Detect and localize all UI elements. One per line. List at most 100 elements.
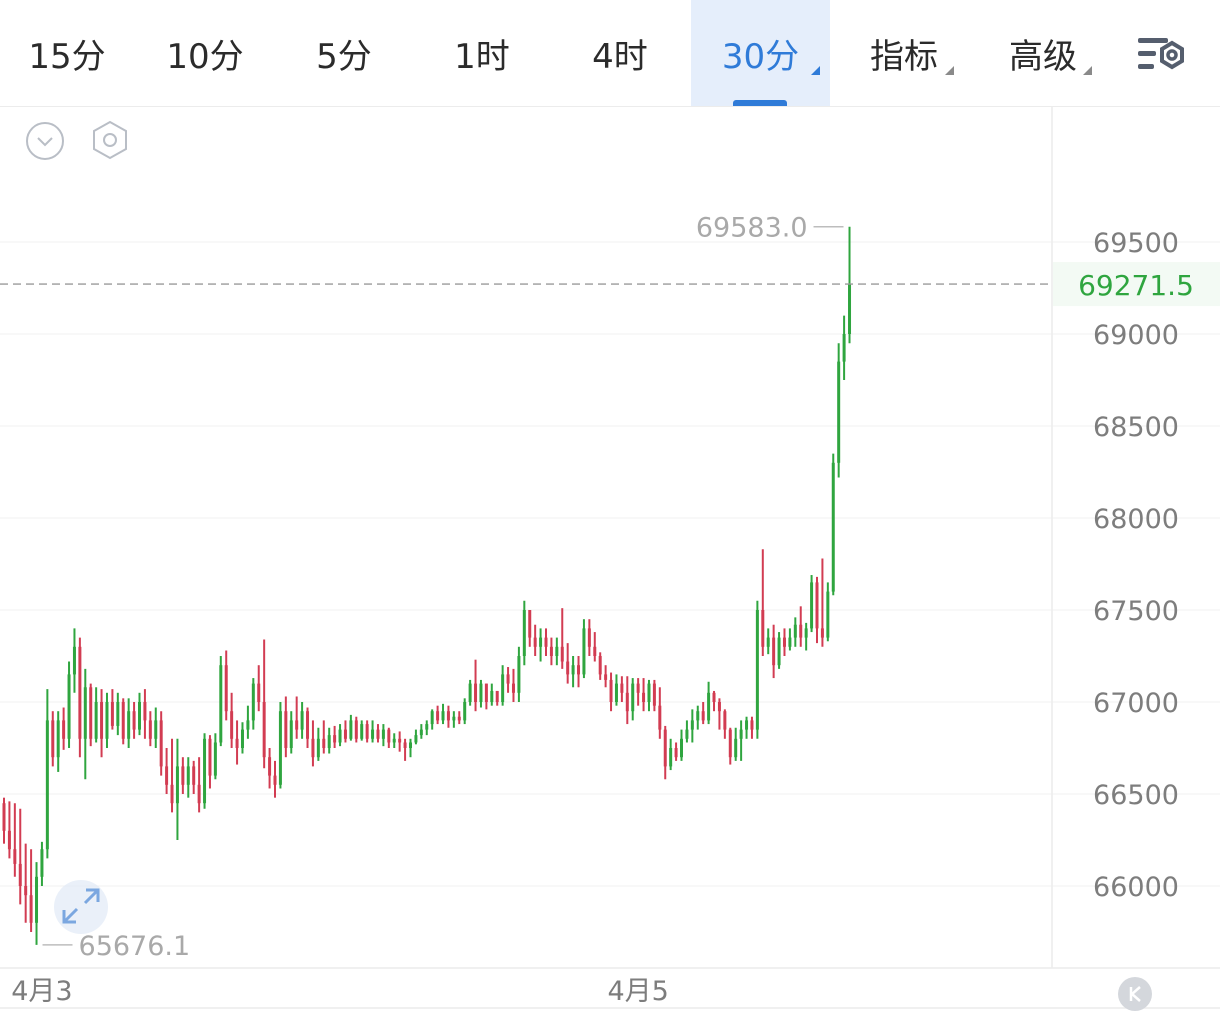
ohlc-bar[interactable] [566, 643, 570, 684]
ohlc-bar[interactable] [582, 619, 586, 679]
ohlc-bar[interactable] [539, 628, 543, 662]
ohlc-bar[interactable] [810, 575, 814, 633]
ohlc-bar[interactable] [165, 748, 169, 794]
ohlc-bar[interactable] [213, 733, 217, 780]
ohlc-bar[interactable] [338, 724, 342, 747]
ohlc-bar[interactable] [333, 725, 337, 748]
ohlc-bar[interactable] [170, 738, 174, 813]
ohlc-bar[interactable] [604, 665, 608, 688]
ohlc-bar[interactable] [690, 709, 694, 743]
tab-5min[interactable]: 5分 [292, 0, 396, 106]
ohlc-bar[interactable] [441, 703, 445, 725]
ohlc-bar[interactable] [127, 698, 131, 748]
ohlc-bar[interactable] [148, 711, 152, 747]
ohlc-bar[interactable] [495, 690, 499, 706]
ohlc-bar[interactable] [620, 676, 624, 702]
ohlc-bar[interactable] [436, 705, 440, 725]
ohlc-bar[interactable] [707, 681, 711, 725]
ohlc-bar[interactable] [246, 705, 250, 739]
ohlc-bar[interactable] [745, 716, 749, 739]
chart-settings-button[interactable] [1132, 30, 1192, 82]
ohlc-bar[interactable] [848, 226, 852, 344]
tab-30min[interactable]: 30分 [691, 0, 830, 106]
ohlc-bar[interactable] [273, 760, 277, 798]
ohlc-bar[interactable] [793, 617, 797, 647]
ohlc-bar[interactable] [56, 711, 60, 772]
ohlc-bar[interactable] [506, 667, 510, 693]
ohlc-bar[interactable] [257, 665, 261, 712]
ohlc-bar[interactable] [837, 343, 841, 478]
ohlc-bar[interactable] [192, 760, 196, 794]
ohlc-bar[interactable] [403, 738, 407, 761]
ohlc-bar[interactable] [300, 702, 304, 739]
ohlc-bar[interactable] [772, 624, 776, 679]
ohlc-bar[interactable] [739, 720, 743, 761]
ohlc-bar[interactable] [186, 757, 190, 798]
ohlc-bar[interactable] [631, 678, 635, 721]
ohlc-bar[interactable] [45, 689, 49, 859]
ohlc-bar[interactable] [723, 709, 727, 739]
ohlc-bar[interactable] [484, 683, 488, 710]
ohlc-bar[interactable] [560, 608, 564, 669]
ohlc-bar[interactable] [696, 705, 700, 730]
ohlc-bar[interactable] [62, 707, 66, 750]
ohlc-bar[interactable] [474, 659, 478, 712]
ohlc-bar[interactable] [376, 724, 380, 743]
ohlc-bar[interactable] [815, 576, 819, 644]
tab-4hour[interactable]: 4时 [566, 0, 674, 106]
ohlc-bar[interactable] [761, 549, 765, 656]
ohlc-bar[interactable] [100, 689, 104, 758]
ohlc-bar[interactable] [511, 668, 515, 702]
ohlc-bar[interactable] [522, 600, 526, 666]
ohlc-bar[interactable] [35, 862, 39, 945]
ohlc-bar[interactable] [224, 650, 228, 721]
ohlc-bar[interactable] [425, 720, 429, 736]
ohlc-bar[interactable] [371, 720, 375, 743]
ohlc-bar[interactable] [360, 720, 364, 741]
ohlc-bar[interactable] [306, 707, 310, 748]
ohlc-bar[interactable] [175, 738, 179, 840]
ohlc-bar[interactable] [268, 748, 272, 789]
ohlc-bar[interactable] [154, 707, 158, 748]
ohlc-bar[interactable] [457, 711, 461, 725]
tab-10min[interactable]: 10分 [152, 0, 258, 106]
fullscreen-button[interactable] [54, 880, 108, 934]
ohlc-bar[interactable] [289, 711, 293, 754]
ohlc-bar[interactable] [230, 692, 234, 748]
ohlc-bar[interactable] [614, 674, 618, 706]
ohlc-bar[interactable] [24, 843, 28, 923]
tab-indicators[interactable]: 指标 [848, 0, 960, 106]
ohlc-bar[interactable] [354, 716, 358, 743]
ohlc-bar[interactable] [203, 733, 207, 809]
ohlc-bar[interactable] [625, 676, 629, 725]
ohlc-bar[interactable] [197, 757, 201, 813]
ohlc-bar[interactable] [642, 678, 646, 712]
ohlc-bar[interactable] [110, 689, 114, 730]
ohlc-bar[interactable] [94, 687, 98, 743]
ohlc-bar[interactable] [609, 672, 613, 712]
ohlc-bar[interactable] [598, 652, 602, 680]
ohlc-bar[interactable] [717, 698, 721, 730]
ohlc-bar[interactable] [663, 725, 667, 780]
ohlc-bar[interactable] [734, 727, 738, 761]
chart-settings-small-button[interactable] [89, 119, 131, 161]
ohlc-bar[interactable] [571, 656, 575, 688]
ohlc-bar[interactable] [262, 639, 266, 769]
ohlc-bar[interactable] [29, 849, 33, 932]
ohlc-bar[interactable] [159, 711, 163, 776]
ohlc-bar[interactable] [67, 661, 71, 748]
ohlc-bar[interactable] [430, 709, 434, 730]
ohlc-bar[interactable] [669, 738, 673, 771]
ohlc-bar[interactable] [2, 797, 6, 844]
ohlc-chart-svg[interactable]: 69500 69000 68500 68000 67500 67000 66500 66000… [0, 107, 1220, 1018]
ohlc-bar[interactable] [13, 803, 17, 877]
ohlc-bar[interactable] [479, 679, 483, 708]
ohlc-bar[interactable] [452, 711, 456, 728]
reset-view-button[interactable] [1118, 977, 1152, 1011]
ohlc-bar[interactable] [517, 646, 521, 702]
ohlc-bar[interactable] [219, 656, 223, 747]
ohlc-bar[interactable] [278, 702, 282, 789]
ohlc-bar[interactable] [549, 637, 553, 666]
ohlc-bar[interactable] [414, 729, 418, 745]
ohlc-bar[interactable] [208, 735, 212, 789]
